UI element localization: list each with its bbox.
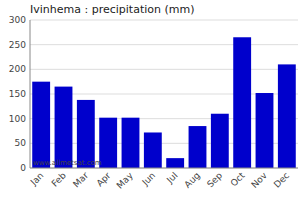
bar bbox=[77, 100, 95, 168]
bar bbox=[233, 37, 251, 168]
x-tick-label: Nov bbox=[249, 170, 269, 190]
bars bbox=[32, 37, 296, 168]
bar bbox=[144, 132, 162, 168]
grid-line bbox=[30, 44, 298, 45]
bar bbox=[166, 158, 184, 168]
bar bbox=[211, 114, 229, 168]
x-tick-label: Jul bbox=[164, 170, 179, 185]
x-axis bbox=[30, 168, 298, 169]
y-tick-label: 150 bbox=[9, 89, 26, 99]
chart: Ivinhema : precipitation (mm) 0 50 100 150 20… bbox=[0, 0, 306, 200]
x-tick-label: Sep bbox=[205, 170, 224, 189]
y-tick-label: 0 bbox=[20, 163, 26, 173]
x-tick-label: May bbox=[115, 170, 136, 191]
y-tick-label: 100 bbox=[9, 114, 26, 124]
x-tick-label: Apr bbox=[94, 170, 112, 188]
grid-line bbox=[30, 20, 298, 21]
bar bbox=[122, 118, 140, 168]
x-tick-label: Aug bbox=[182, 170, 202, 190]
title: Ivinhema : precipitation (mm) bbox=[30, 3, 194, 16]
x-tick-label: Oct bbox=[229, 170, 247, 188]
bar bbox=[32, 82, 50, 168]
grid-line bbox=[30, 168, 298, 169]
bar bbox=[278, 64, 296, 168]
y-tick-label: 300 bbox=[9, 15, 26, 25]
x-tick-label: Jun bbox=[140, 170, 158, 188]
y-axis bbox=[30, 20, 31, 168]
bar bbox=[189, 126, 207, 168]
bar bbox=[99, 118, 117, 168]
x-tick-label: Jan bbox=[28, 170, 46, 188]
grid-line bbox=[30, 69, 298, 70]
y-tick-label: 200 bbox=[9, 64, 26, 74]
y-tick-label: 50 bbox=[15, 138, 27, 148]
watermark: www.allmetsat.com bbox=[33, 159, 102, 167]
x-tick-label: Mar bbox=[71, 170, 90, 189]
bar bbox=[256, 93, 274, 168]
y-tick-label: 250 bbox=[9, 40, 26, 50]
chart-container: Ivinhema : precipitation (mm) 0 50 100 150 20… bbox=[0, 0, 306, 200]
grid bbox=[30, 20, 298, 168]
x-tick-label: Feb bbox=[50, 170, 69, 189]
bar bbox=[55, 87, 73, 168]
x-tick-label: Dec bbox=[272, 170, 291, 189]
